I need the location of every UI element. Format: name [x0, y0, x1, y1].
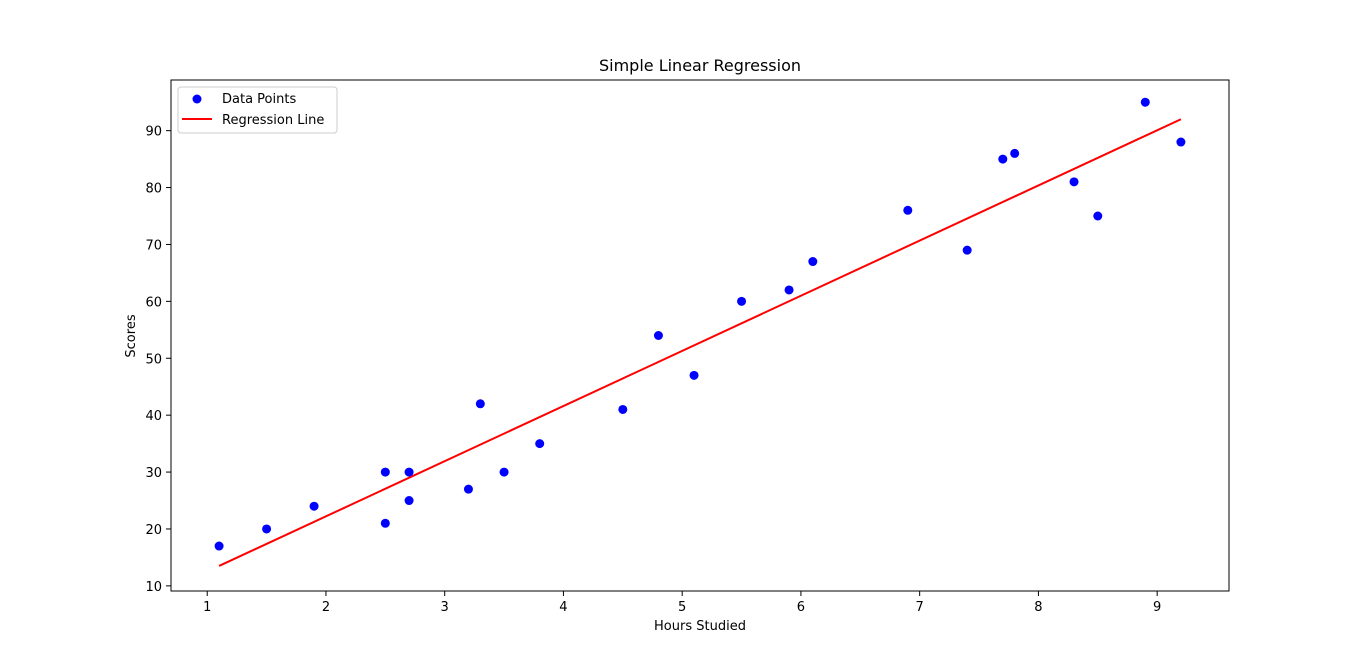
- data-point: [618, 404, 628, 414]
- data-point: [380, 467, 390, 477]
- legend-label-data-points: Data Points: [222, 92, 296, 107]
- data-point: [404, 467, 414, 477]
- x-tick-label: 3: [441, 600, 449, 615]
- y-tick-label: 10: [145, 580, 162, 595]
- x-tick-label: 4: [559, 600, 567, 615]
- data-point: [1010, 148, 1020, 158]
- data-point: [463, 484, 473, 494]
- data-point: [903, 205, 913, 215]
- regression-line: [218, 118, 1182, 567]
- data-point: [499, 467, 509, 477]
- data-point: [689, 370, 699, 380]
- chart-title: Simple Linear Regression: [599, 56, 801, 75]
- data-point: [535, 439, 545, 449]
- data-point: [962, 245, 972, 255]
- data-point: [998, 154, 1008, 164]
- data-point: [380, 518, 390, 528]
- data-point: [262, 524, 272, 534]
- data-point: [808, 257, 818, 267]
- data-point: [1176, 137, 1186, 147]
- y-tick-label: 30: [145, 466, 162, 481]
- x-tick-label: 5: [678, 600, 686, 615]
- data-point: [404, 496, 414, 506]
- legend: Data Points Regression Line: [177, 86, 338, 134]
- legend-label-regression-line: Regression Line: [222, 113, 324, 128]
- data-point: [1069, 177, 1079, 187]
- y-tick-label: 70: [145, 238, 162, 253]
- data-point: [737, 296, 747, 306]
- legend-marker-data-points: [192, 94, 202, 104]
- x-tick-label: 2: [322, 600, 330, 615]
- x-tick-label: 6: [797, 600, 805, 615]
- x-tick-label: 1: [203, 600, 211, 615]
- data-point: [309, 501, 319, 511]
- legend-box: [177, 86, 338, 134]
- x-tick-label: 8: [1034, 600, 1042, 615]
- x-tick-label: 9: [1153, 600, 1161, 615]
- data-point: [475, 399, 485, 409]
- y-tick-label: 40: [145, 409, 162, 424]
- data-point: [214, 541, 224, 551]
- x-tick-label: 7: [916, 600, 924, 615]
- x-axis-label: Hours Studied: [654, 619, 746, 634]
- plot-frame: [170, 79, 1230, 592]
- data-point: [1093, 211, 1103, 221]
- y-tick-label: 90: [145, 125, 162, 140]
- y-tick-label: 80: [145, 182, 162, 197]
- data-point: [653, 331, 663, 340]
- y-tick-label: 20: [145, 523, 162, 538]
- y-tick-label: 60: [145, 295, 162, 310]
- y-tick-label: 50: [145, 352, 162, 367]
- y-axis-label: Scores: [124, 314, 139, 357]
- data-point: [784, 285, 794, 295]
- data-point: [1140, 97, 1150, 107]
